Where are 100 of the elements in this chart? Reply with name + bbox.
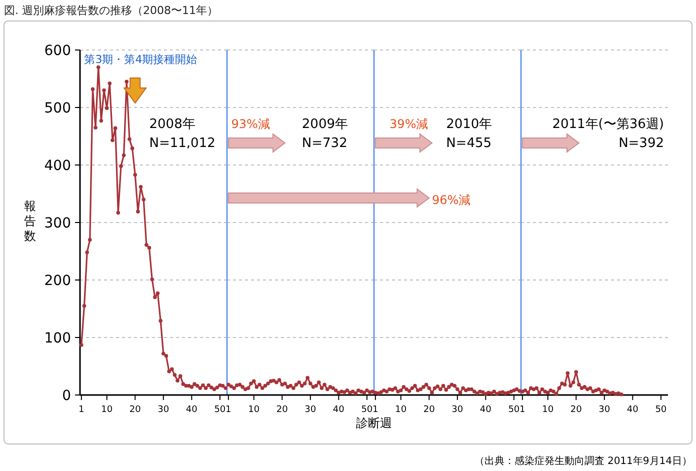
point	[455, 387, 460, 392]
point	[138, 184, 143, 189]
point	[172, 372, 177, 377]
x-tick-label: 50	[214, 405, 226, 415]
point	[90, 87, 95, 91]
point	[254, 385, 259, 389]
point	[424, 382, 428, 387]
point	[161, 352, 166, 356]
point	[156, 291, 160, 296]
point	[238, 382, 242, 387]
y-tick-label: 100	[44, 330, 71, 346]
point	[198, 386, 202, 390]
point	[526, 390, 530, 395]
x-tick-label: 40	[332, 405, 345, 415]
x-tick-label: 30	[452, 405, 464, 415]
point	[475, 391, 480, 396]
point	[350, 390, 355, 394]
x-tick-label: 10	[542, 405, 554, 415]
point	[393, 386, 398, 390]
point	[283, 382, 287, 386]
point	[432, 386, 437, 390]
annotation: 2009年 N=732	[302, 117, 348, 151]
point	[523, 388, 528, 392]
point	[571, 380, 576, 384]
point	[229, 384, 234, 388]
point	[308, 382, 312, 386]
point	[306, 376, 310, 380]
point	[220, 384, 225, 388]
point	[404, 387, 408, 392]
point	[489, 391, 494, 396]
point	[458, 390, 462, 395]
point	[492, 390, 496, 394]
point	[130, 146, 134, 150]
text: （出典：感染症発生動向調査 2011年9月14日）	[474, 455, 692, 467]
point	[302, 382, 307, 386]
point	[164, 354, 168, 358]
point	[452, 384, 456, 388]
point	[537, 390, 542, 395]
point	[500, 390, 505, 394]
point	[113, 126, 118, 130]
point	[122, 153, 126, 158]
point	[210, 386, 214, 390]
annotation: 2011年(〜第36週) N=392	[552, 117, 664, 151]
annotation: 93%減	[231, 117, 270, 131]
point	[311, 385, 316, 389]
point	[226, 382, 230, 387]
point	[605, 390, 610, 394]
point	[557, 386, 562, 390]
point	[588, 386, 592, 390]
point	[596, 387, 601, 392]
point	[600, 390, 604, 395]
annotation: 39%減	[390, 117, 428, 131]
x-tick-label: 50	[508, 405, 520, 415]
point	[181, 382, 186, 386]
point	[470, 387, 474, 392]
x-tick-label: 50	[361, 405, 373, 415]
x-tick-label: 20	[423, 405, 436, 415]
point	[297, 380, 301, 384]
point	[546, 390, 550, 395]
point	[167, 370, 171, 374]
point	[320, 386, 324, 390]
point	[562, 382, 567, 387]
point	[322, 382, 326, 387]
point	[342, 390, 346, 394]
point	[274, 380, 278, 384]
x-tick-label: 10	[101, 405, 113, 415]
point	[286, 385, 290, 389]
point	[94, 126, 98, 130]
point	[272, 378, 276, 383]
point	[354, 391, 358, 396]
annotation: 2008年 N=11,012	[149, 117, 216, 151]
point	[144, 243, 148, 247]
x-tick-label: 30	[598, 405, 610, 415]
point	[249, 382, 253, 386]
x-tick-label: 20	[276, 405, 288, 415]
x-tick-label: 20	[570, 405, 582, 415]
y-tick-label: 200	[44, 273, 71, 289]
point	[252, 379, 256, 384]
point	[288, 384, 293, 388]
point	[119, 164, 123, 168]
y-axis-title: 報告数	[24, 199, 36, 243]
point	[554, 392, 558, 396]
point	[150, 278, 154, 282]
point	[266, 382, 270, 386]
x-tick-label: 30	[158, 405, 170, 415]
x-tick-label: 1	[226, 405, 232, 415]
x-tick-label: 50	[655, 405, 667, 415]
y-tick-label: 600	[44, 43, 71, 59]
point	[192, 382, 196, 386]
point	[80, 343, 84, 347]
point	[359, 390, 364, 394]
point	[190, 385, 194, 389]
point	[260, 386, 264, 390]
point	[534, 386, 538, 390]
chart-title: 図. 週別麻疹報告数の推移（2008〜11年）	[4, 4, 218, 17]
point	[582, 385, 587, 389]
x-tick-label: 10	[395, 405, 407, 415]
point	[136, 210, 140, 214]
point	[153, 295, 157, 300]
point	[427, 386, 432, 390]
